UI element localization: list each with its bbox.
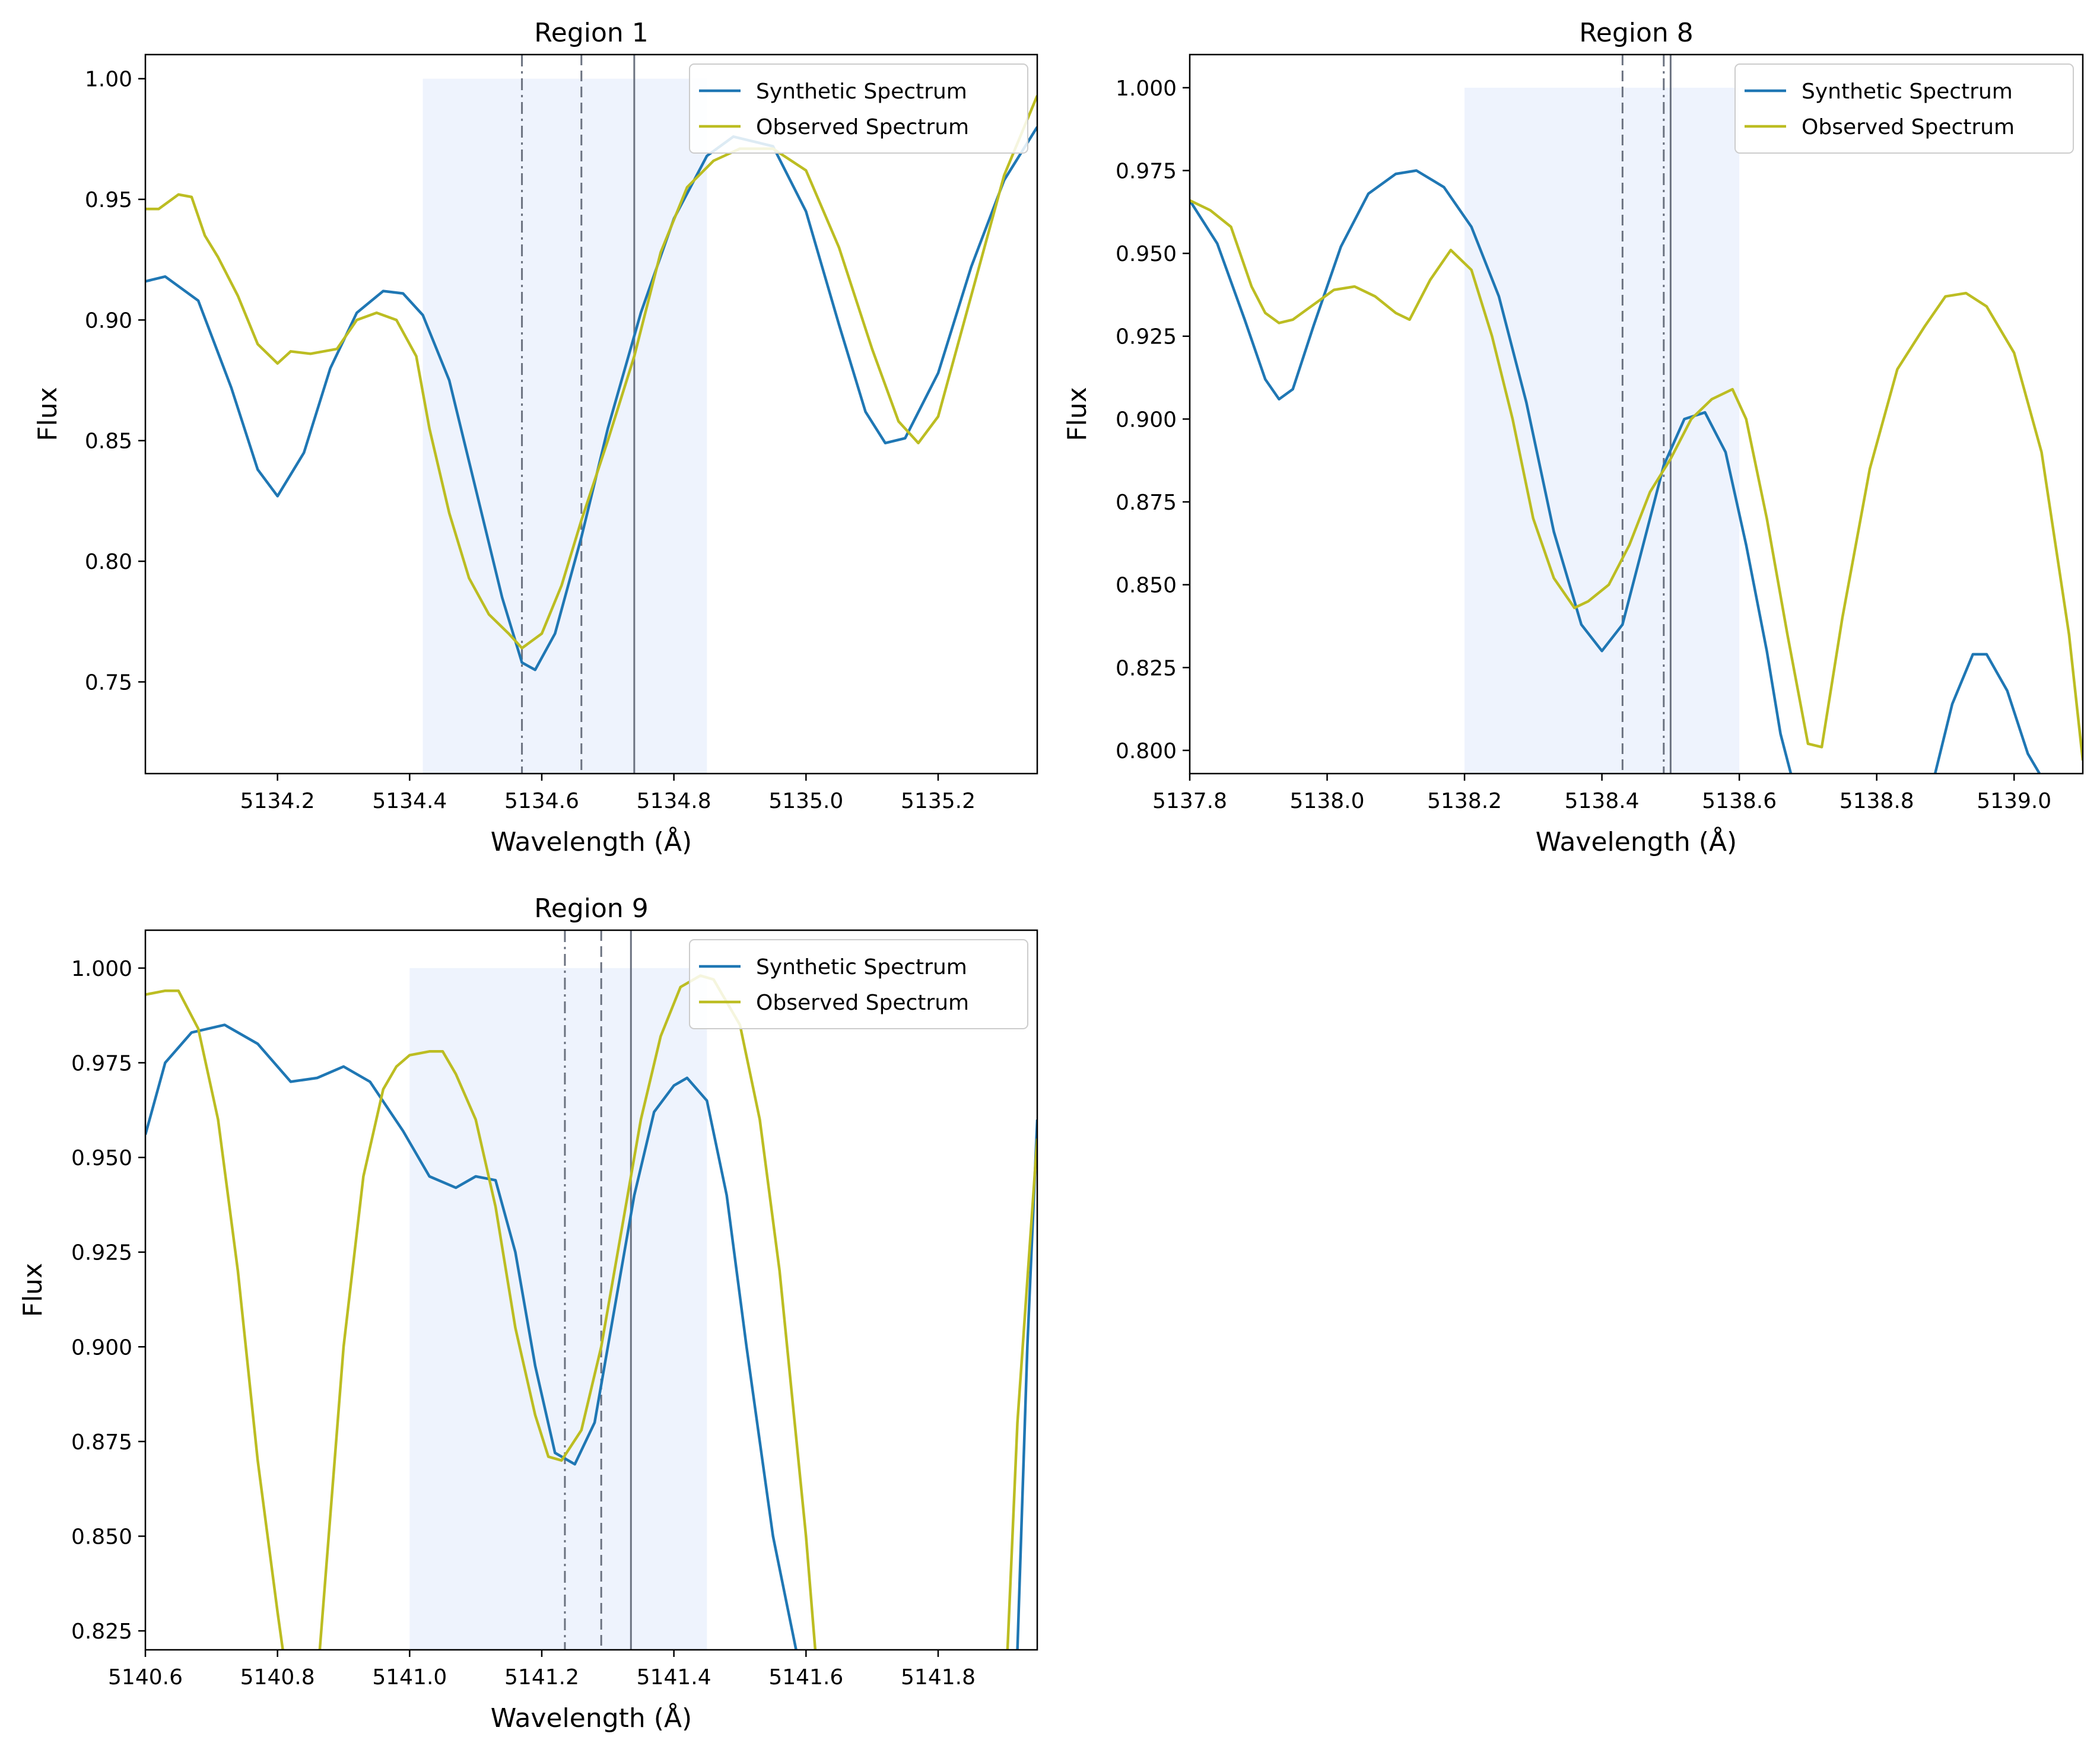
y-tick-label: 1.000 — [71, 957, 132, 981]
x-tick-label: 5141.0 — [372, 1665, 447, 1690]
y-tick-label: 0.950 — [1116, 242, 1177, 266]
y-tick-label: 0.850 — [1116, 574, 1177, 598]
x-tick-label: 5141.4 — [637, 1665, 711, 1690]
legend: Synthetic Spectrum Observed Spectrum — [689, 939, 1028, 1029]
legend-label: Observed Spectrum — [756, 991, 969, 1015]
x-tick-label: 5141.8 — [901, 1665, 976, 1690]
y-tick-label: 0.900 — [1116, 408, 1177, 432]
legend-box — [689, 939, 1028, 1029]
panel-2: 5137.8 5138.0 5138.2 5138.4 5138.6 5138.8 5139… — [1062, 18, 2084, 857]
y-axis-label: Flux — [33, 387, 63, 441]
shaded-fit-window — [422, 78, 707, 774]
y-tick-label: 0.925 — [1116, 325, 1177, 349]
legend: Synthetic Spectrum Observed Spectrum — [689, 63, 1028, 154]
legend: Synthetic Spectrum Observed Spectrum — [1734, 63, 2074, 154]
y-tick-label: 1.000 — [1116, 77, 1177, 101]
legend-box — [1734, 63, 2074, 154]
axes-frame — [144, 929, 1038, 1651]
legend-label: Synthetic Spectrum — [756, 79, 967, 104]
x-tick-label: 5141.2 — [504, 1665, 579, 1690]
x-tick-label: 5140.6 — [108, 1665, 183, 1690]
y-tick-label: 0.925 — [71, 1241, 132, 1265]
x-tick-label: 5135.2 — [901, 789, 976, 813]
x-axis-label: Wavelength (Å) — [491, 826, 692, 857]
x-tick-label: 5135.0 — [768, 789, 843, 813]
y-tick-label: 0.950 — [71, 1146, 132, 1170]
legend-label: Observed Spectrum — [756, 115, 969, 139]
legend-label: Synthetic Spectrum — [1802, 79, 2013, 104]
plot-area — [1190, 55, 2083, 774]
legend-label: Synthetic Spectrum — [756, 955, 967, 979]
y-axis-label: Flux — [1062, 387, 1092, 441]
y-tick-label: 0.825 — [71, 1620, 132, 1644]
y-tick-label: 0.800 — [1116, 739, 1177, 764]
chart-title: Region 8 — [1579, 18, 1694, 48]
y-tick-label: 0.90 — [85, 308, 132, 333]
x-tick-label: 5138.2 — [1427, 789, 1502, 813]
x-axis-label: Wavelength (Å) — [1536, 826, 1737, 857]
y-tick-label: 0.900 — [71, 1335, 132, 1360]
y-tick-label: 0.85 — [85, 430, 132, 454]
x-tick-label: 5134.4 — [372, 789, 447, 813]
plot-area — [145, 930, 1037, 1650]
y-axis-label: Flux — [18, 1263, 48, 1317]
y-tick-label: 0.80 — [85, 550, 132, 574]
x-tick-label: 5141.6 — [768, 1665, 843, 1690]
panel-3: 5140.6 5140.8 5141.0 5141.2 5141.4 5141.6 5141… — [18, 893, 1038, 1733]
shaded-fit-window — [1464, 87, 1740, 774]
panel-1: 5134.2 5134.4 5134.6 5134.8 5135.0 5135.2 0.75… — [33, 18, 1038, 857]
x-tick-label: 5139.0 — [1977, 789, 2051, 813]
legend-box — [689, 63, 1028, 154]
observed-spectrum-line — [145, 95, 1037, 650]
chart-title: Region 1 — [534, 18, 649, 48]
x-tick-label: 5138.8 — [1840, 789, 1914, 813]
axes-frame — [1189, 53, 2084, 775]
axes-frame — [144, 53, 1038, 775]
plot-area — [145, 55, 1037, 774]
y-tick-label: 1.00 — [85, 68, 132, 92]
y-tick-label: 0.825 — [1116, 656, 1177, 680]
x-tick-label: 5137.8 — [1152, 789, 1227, 813]
x-tick-label: 5138.0 — [1290, 789, 1365, 813]
synthetic-spectrum-line — [145, 126, 1037, 672]
legend-label: Observed Spectrum — [1802, 115, 2015, 139]
x-tick-label: 5134.6 — [504, 789, 579, 813]
x-tick-label: 5134.8 — [637, 789, 711, 813]
y-tick-label: 0.75 — [85, 670, 132, 695]
y-tick-label: 0.850 — [71, 1525, 132, 1549]
y-tick-label: 0.975 — [71, 1051, 132, 1076]
x-tick-label: 5138.4 — [1565, 789, 1640, 813]
x-tick-label: 5138.6 — [1702, 789, 1777, 813]
x-tick-label: 5140.8 — [240, 1665, 315, 1690]
observed-spectrum-line — [1190, 199, 2083, 761]
synthetic-spectrum-line — [1190, 169, 2041, 774]
y-tick-label: 0.875 — [71, 1430, 132, 1455]
x-tick-label: 5134.2 — [240, 789, 315, 813]
y-tick-label: 0.975 — [1116, 159, 1177, 183]
y-tick-label: 0.95 — [85, 188, 132, 212]
y-tick-label: 0.875 — [1116, 491, 1177, 515]
chart-title: Region 9 — [534, 893, 649, 924]
x-axis-label: Wavelength (Å) — [491, 1702, 692, 1733]
